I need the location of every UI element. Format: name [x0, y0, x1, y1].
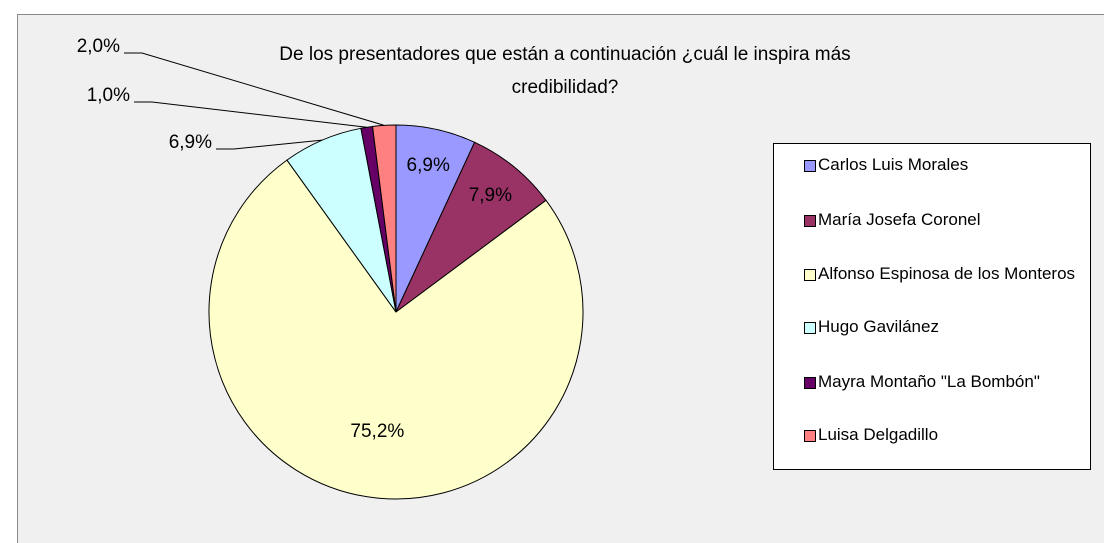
legend-item: Carlos Luis Morales [804, 152, 1098, 178]
data-label: 1,0% [87, 85, 130, 106]
legend-label: Mayra Montaño "La Bombón" [818, 372, 1040, 391]
data-label: 7,9% [469, 185, 512, 206]
data-label: 75,2% [350, 421, 404, 442]
legend-label: Hugo Gavilánez [818, 317, 939, 336]
legend-label: María Josefa Coronel [818, 210, 981, 229]
leader-line [134, 101, 367, 128]
legend-swatch [804, 377, 816, 389]
legend-item: Luisa Delgadillo [804, 422, 1098, 448]
data-label: 2,0% [77, 36, 120, 57]
legend-item: Mayra Montaño "La Bombón" [804, 369, 1058, 395]
legend-swatch [804, 160, 816, 172]
legend-item: Hugo Gavilánez [804, 314, 1098, 340]
chart-title: De los presentadores que están a continu… [279, 44, 850, 65]
pie-slice [395, 141, 547, 313]
legend-item: María Josefa Coronel [804, 207, 1098, 233]
pie-slice [208, 159, 584, 500]
legend-swatch [804, 269, 816, 281]
legend-label: Carlos Luis Morales [818, 155, 969, 174]
data-label: 6,9% [169, 132, 212, 153]
legend-item: Alfonso Espinosa de los Monteros [804, 261, 1078, 287]
data-label: 6,9% [407, 155, 450, 176]
legend: Carlos Luis Morales María Josefa Coronel A… [773, 143, 1091, 470]
chart-title: credibilidad? [512, 77, 619, 98]
legend-label: Alfonso Espinosa de los Monteros [818, 264, 1076, 283]
leader-line [124, 52, 385, 126]
legend-label: Luisa Delgadillo [818, 425, 939, 444]
leader-line [216, 139, 323, 150]
legend-swatch [804, 322, 816, 334]
legend-swatch [804, 215, 816, 227]
legend-swatch [804, 430, 816, 442]
